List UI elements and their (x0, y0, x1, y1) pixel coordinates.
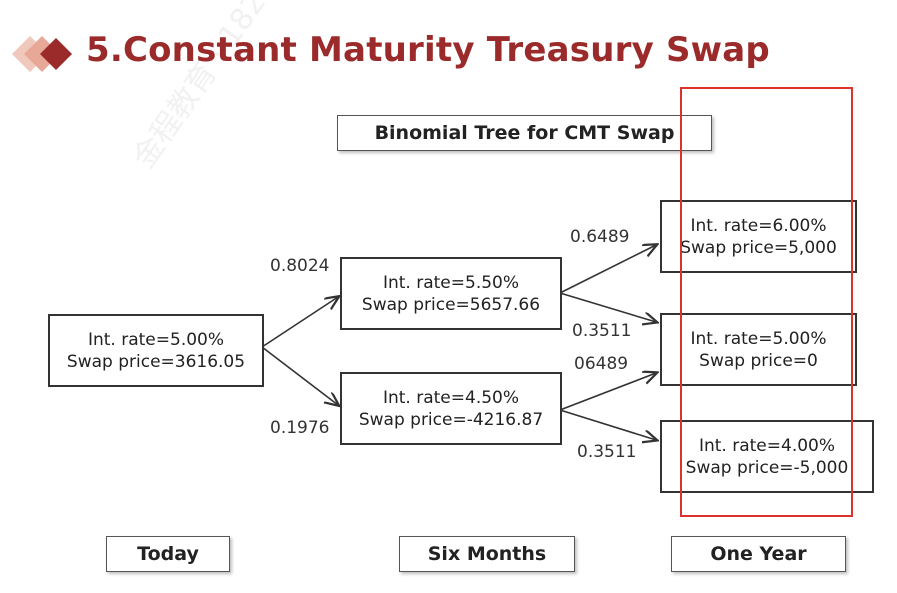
prob-six-up-down: 0.3511 (572, 321, 632, 341)
time-label-one-year: One Year (671, 536, 846, 572)
node-today-price: Swap price=3616.05 (66, 351, 246, 372)
node-year-down-rate: Int. rate=4.00% (698, 435, 836, 456)
time-label-six-months: Six Months (399, 536, 575, 572)
node-six-months-up: Int. rate=5.50% Swap price=5657.66 (340, 257, 562, 330)
node-six-months-down: Int. rate=4.50% Swap price=-4216.87 (340, 372, 562, 445)
node-six-up-price: Swap price=5657.66 (361, 294, 541, 315)
edge-sixdown-up (559, 373, 656, 411)
edge-sixup-down (559, 292, 656, 322)
node-six-down-rate: Int. rate=4.50% (382, 387, 520, 408)
node-today-rate: Int. rate=5.00% (87, 329, 225, 350)
slide-title: 5.Constant Maturity Treasury Swap (86, 30, 770, 70)
node-year-mid-price: Swap price=0 (699, 350, 818, 371)
edge-today-down (261, 346, 338, 405)
edge-sixup-up (559, 245, 656, 294)
prob-today-down: 0.1976 (270, 418, 330, 438)
node-one-year-up: Int. rate=6.00% Swap price=5,000 (660, 200, 857, 273)
edge-sixdown-down (559, 409, 656, 440)
node-year-up-rate: Int. rate=6.00% (690, 215, 827, 236)
diagram-title: Binomial Tree for CMT Swap (337, 115, 712, 151)
title-diamond-icon (12, 36, 72, 72)
node-six-down-price: Swap price=-4216.87 (358, 409, 544, 430)
prob-six-down-up: 06489 (574, 354, 629, 374)
node-year-mid-rate: Int. rate=5.00% (690, 328, 827, 349)
one-year-highlight-frame (680, 87, 853, 517)
time-label-today: Today (106, 536, 230, 572)
prob-six-up-up: 0.6489 (570, 227, 630, 247)
node-today: Int. rate=5.00% Swap price=3616.05 (48, 314, 264, 387)
node-six-up-rate: Int. rate=5.50% (382, 272, 520, 293)
edge-today-up (261, 297, 338, 348)
prob-six-down-down: 0.3511 (577, 442, 637, 462)
node-year-up-price: Swap price=5,000 (680, 237, 837, 258)
node-one-year-down: Int. rate=4.00% Swap price=-5,000 (660, 420, 874, 493)
prob-today-up: 0.8024 (270, 256, 330, 276)
node-one-year-mid: Int. rate=5.00% Swap price=0 (660, 313, 857, 386)
node-year-down-price: Swap price=-5,000 (685, 457, 849, 478)
